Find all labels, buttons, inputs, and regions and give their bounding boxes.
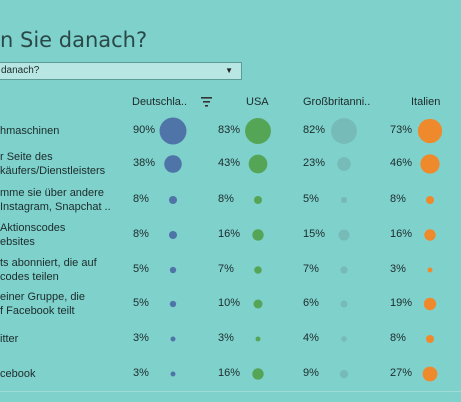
bubble-mark[interactable] (252, 229, 264, 241)
bottom-divider (0, 391, 461, 392)
column-header-deutschland[interactable]: Deutschla.. (132, 96, 188, 108)
bubble-mark[interactable] (170, 336, 176, 342)
bubble-mark[interactable] (168, 195, 178, 205)
dropdown-value: danach? (1, 65, 40, 76)
bubble-mark[interactable] (253, 299, 263, 309)
row-label-line: cebook (0, 368, 36, 380)
bubble-mark[interactable] (425, 334, 435, 344)
bubble-mark[interactable] (341, 336, 347, 342)
bubble-mark[interactable] (338, 229, 350, 241)
column-header-grossbritannien[interactable]: Großbritanni.. (303, 96, 371, 108)
value-label: 90% (133, 124, 156, 136)
row-label-line: codes teilen (0, 271, 59, 283)
value-label: 16% (218, 228, 241, 240)
row-label-line: r Seite des (0, 151, 53, 163)
bubble-mark[interactable] (339, 369, 349, 379)
bubble-mark[interactable] (169, 266, 177, 274)
value-label: 46% (390, 157, 413, 169)
value-label: 4% (303, 332, 319, 344)
bubble-mark[interactable] (248, 154, 268, 174)
row-label: einer Gruppe, die f Facebook teilt (0, 290, 85, 318)
bubble-mark[interactable] (424, 229, 436, 241)
bubble-mark[interactable] (245, 118, 271, 144)
bubble-mark[interactable] (253, 195, 263, 205)
row-label-line: käufers/Dienstleisters (0, 165, 106, 177)
value-label: 8% (133, 228, 149, 240)
value-label: 43% (218, 157, 241, 169)
row-label-line: itter (0, 333, 19, 345)
value-label: 16% (390, 228, 413, 240)
bubble-mark[interactable] (168, 230, 178, 240)
bubble-mark[interactable] (159, 117, 187, 145)
bubble-mark[interactable] (254, 266, 262, 274)
bubble-mark[interactable] (422, 366, 438, 382)
value-label: 15% (303, 228, 326, 240)
value-label: 82% (303, 124, 326, 136)
value-label: 10% (218, 297, 241, 309)
row-label: r Seite des käufers/Dienstleisters (0, 150, 105, 178)
bubble-mark[interactable] (420, 154, 440, 174)
value-label: 3% (390, 263, 406, 275)
row-label: hmaschinen (0, 124, 59, 138)
value-label: 5% (303, 193, 319, 205)
row-label: itter (0, 332, 18, 346)
value-label: 73% (390, 124, 413, 136)
bubble-mark[interactable] (169, 300, 177, 308)
row-label: cebook (0, 367, 35, 381)
chevron-down-icon[interactable]: ▼ (225, 66, 233, 75)
value-label: 3% (218, 332, 234, 344)
bubble-mark[interactable] (164, 155, 182, 173)
bubble-mark[interactable] (425, 195, 435, 205)
value-label: 23% (303, 157, 326, 169)
row-label-line: f Facebook teilt (0, 305, 75, 317)
bubble-mark[interactable] (340, 266, 348, 274)
row-label-line: ebsites (0, 236, 35, 248)
bubble-mark[interactable] (252, 368, 264, 380)
value-label: 8% (390, 332, 406, 344)
value-label: 5% (133, 297, 149, 309)
value-label: 3% (133, 367, 149, 379)
row-label: mme sie über andere Instagram, Snapchat .… (0, 186, 111, 214)
bubble-mark[interactable] (340, 196, 348, 204)
bubble-mark[interactable] (417, 118, 443, 144)
sort-icon[interactable] (201, 97, 213, 107)
value-label: 19% (390, 297, 413, 309)
bubble-mark[interactable] (427, 267, 433, 273)
value-label: 8% (390, 193, 406, 205)
row-label-line: einer Gruppe, die (0, 291, 85, 303)
row-label: ts abonniert, die auf codes teilen (0, 256, 97, 284)
bubble-mark[interactable] (340, 300, 348, 308)
bubble-mark[interactable] (170, 371, 176, 377)
bubble-mark[interactable] (423, 297, 437, 311)
value-label: 8% (218, 193, 234, 205)
value-label: 16% (218, 367, 241, 379)
row-label-line: hmaschinen (0, 125, 60, 137)
value-label: 9% (303, 367, 319, 379)
row-label-line: Instagram, Snapchat .. (0, 201, 111, 213)
column-header-usa[interactable]: USA (246, 96, 269, 108)
value-label: 7% (303, 263, 319, 275)
question-filter-dropdown[interactable]: danach? ▼ (0, 62, 242, 80)
value-label: 38% (133, 157, 156, 169)
value-label: 5% (133, 263, 149, 275)
row-label-line: Aktionscodes (0, 222, 66, 234)
value-label: 7% (218, 263, 234, 275)
value-label: 6% (303, 297, 319, 309)
page-title: n Sie danach? (0, 28, 148, 52)
row-label-line: ts abonniert, die auf (0, 257, 97, 269)
bubble-mark[interactable] (331, 118, 357, 144)
row-label-line: mme sie über andere (0, 187, 104, 199)
value-label: 8% (133, 193, 149, 205)
bubble-mark[interactable] (337, 157, 351, 171)
value-label: 3% (133, 332, 149, 344)
column-header-italien[interactable]: Italien (411, 96, 441, 108)
value-label: 27% (390, 367, 413, 379)
value-label: 83% (218, 124, 241, 136)
bubble-mark[interactable] (255, 336, 261, 342)
row-label: Aktionscodes ebsites (0, 221, 65, 249)
